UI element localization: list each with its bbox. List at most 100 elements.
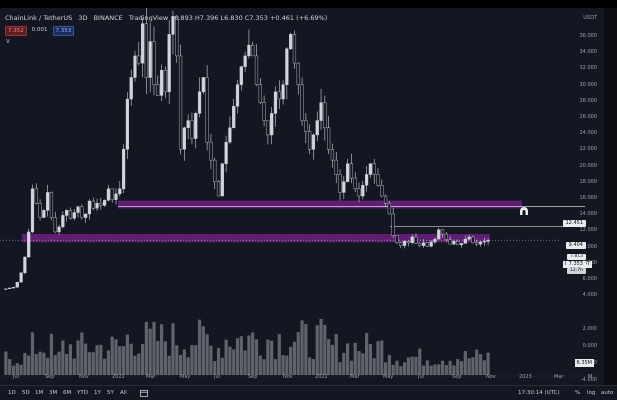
timeframe-1m[interactable]: 1M: [35, 390, 44, 396]
volume-bar: [254, 339, 259, 375]
symbol-name[interactable]: ChainLink / TetherUS: [5, 14, 73, 22]
percent-toggle[interactable]: %: [575, 390, 581, 396]
x-tick-label: Sep: [45, 374, 55, 380]
price-chart[interactable]: [0, 8, 604, 385]
timeframe-all[interactable]: All: [120, 390, 127, 396]
timeframe-3m[interactable]: 3M: [49, 390, 58, 396]
candle-body: [213, 159, 217, 182]
buy-price[interactable]: 7.353: [52, 26, 75, 36]
candle-body: [266, 120, 270, 136]
candle-body: [391, 213, 395, 236]
candle-body: [190, 120, 194, 139]
candle-body: [19, 272, 23, 283]
y-tick-label: 32.000: [579, 65, 598, 72]
volume-bar: [440, 360, 445, 375]
candle-body: [319, 102, 323, 121]
candle-body: [53, 217, 57, 233]
candle-body: [99, 202, 103, 206]
volume-bar: [342, 352, 346, 375]
candle-body: [296, 62, 300, 85]
y-tick-label: 26.000: [579, 114, 598, 120]
calendar-icon[interactable]: [140, 389, 148, 397]
y-tick-label: 22.000: [579, 146, 598, 153]
y-tick-label: 0.000: [582, 343, 597, 349]
candle-body: [353, 177, 357, 190]
timeframe-ytd[interactable]: YTD: [77, 390, 88, 396]
candle-body: [144, 23, 148, 78]
volume-tag: 6.35M: [574, 359, 594, 367]
volume-bar: [486, 352, 490, 375]
timeframe-5y[interactable]: 5Y: [107, 390, 114, 396]
interval[interactable]: 3D: [78, 14, 88, 22]
candle-body: [444, 233, 448, 241]
candle-body: [38, 202, 42, 218]
candle-body: [376, 174, 380, 186]
volume-bar: [228, 346, 232, 375]
utc-clock[interactable]: 17:30:14 (UTC): [518, 390, 560, 396]
volume-bar: [277, 334, 281, 375]
spread: 0.001: [31, 27, 48, 33]
volume-bar: [289, 346, 293, 375]
volume-bar: [224, 339, 228, 375]
volume-bar: [38, 351, 42, 375]
volume-bar: [194, 345, 198, 375]
x-tick-label: Nov: [486, 374, 496, 380]
volume-bar: [68, 344, 73, 375]
x-tick-label: May: [180, 374, 191, 380]
volume-bar: [178, 354, 183, 375]
volume-bar: [190, 345, 194, 375]
volume-bar: [304, 323, 308, 375]
volume-bar: [182, 349, 186, 375]
volume-bar: [243, 350, 247, 375]
candle-body: [114, 193, 118, 200]
volume-bar: [353, 342, 357, 375]
magnet-icon[interactable]: [519, 207, 529, 216]
log-toggle[interactable]: log: [587, 390, 596, 396]
timeframe-5d[interactable]: 5D: [22, 390, 30, 396]
volume-bar: [365, 332, 369, 375]
candle-body: [4, 288, 8, 290]
volume-bar: [387, 355, 391, 375]
sell-price[interactable]: 7.352: [5, 26, 27, 36]
candle-body: [72, 212, 76, 219]
volume-bar: [448, 360, 452, 375]
right-edge: [604, 8, 617, 385]
volume-bar: [133, 355, 137, 375]
volume-bar: [186, 357, 190, 375]
auto-toggle[interactable]: auto: [601, 390, 614, 396]
candle-body: [27, 231, 31, 258]
volume-bar: [266, 339, 270, 375]
volume-bar: [338, 362, 342, 375]
volume-indicator-label[interactable]: V: [6, 39, 10, 45]
candle-body: [129, 77, 133, 100]
y-tick-label: 6.000: [582, 276, 597, 282]
volume-bar: [235, 338, 240, 375]
volume-bar: [46, 357, 50, 375]
volume-bar: [4, 351, 8, 375]
volume-bar: [175, 345, 179, 375]
volume-bar: [201, 326, 205, 375]
volume-bar: [8, 359, 12, 375]
timeframe-6m[interactable]: 6M: [63, 390, 72, 396]
candle-body: [270, 113, 274, 136]
volume-bar: [391, 364, 395, 375]
volume-bar: [91, 352, 95, 375]
volume-bar: [49, 333, 54, 375]
candle-body: [232, 106, 236, 128]
volume-bar: [482, 360, 486, 375]
candle-body: [429, 241, 433, 247]
timeframe-1y[interactable]: 1Y: [94, 390, 101, 396]
candle-body: [34, 188, 38, 204]
candle-body: [122, 149, 126, 190]
x-tick-label: Mar: [554, 374, 564, 380]
candle-body: [285, 48, 289, 85]
candle-body: [239, 66, 243, 85]
candle-body: [216, 181, 221, 197]
volume-bar: [167, 355, 171, 375]
x-tick-label: 2021: [112, 374, 125, 380]
volume-bar: [471, 357, 475, 375]
timeframe-1d[interactable]: 1D: [8, 390, 16, 396]
volume-bar: [65, 354, 69, 375]
volume-bar: [327, 339, 331, 375]
x-tick-label: Sep: [248, 374, 258, 380]
